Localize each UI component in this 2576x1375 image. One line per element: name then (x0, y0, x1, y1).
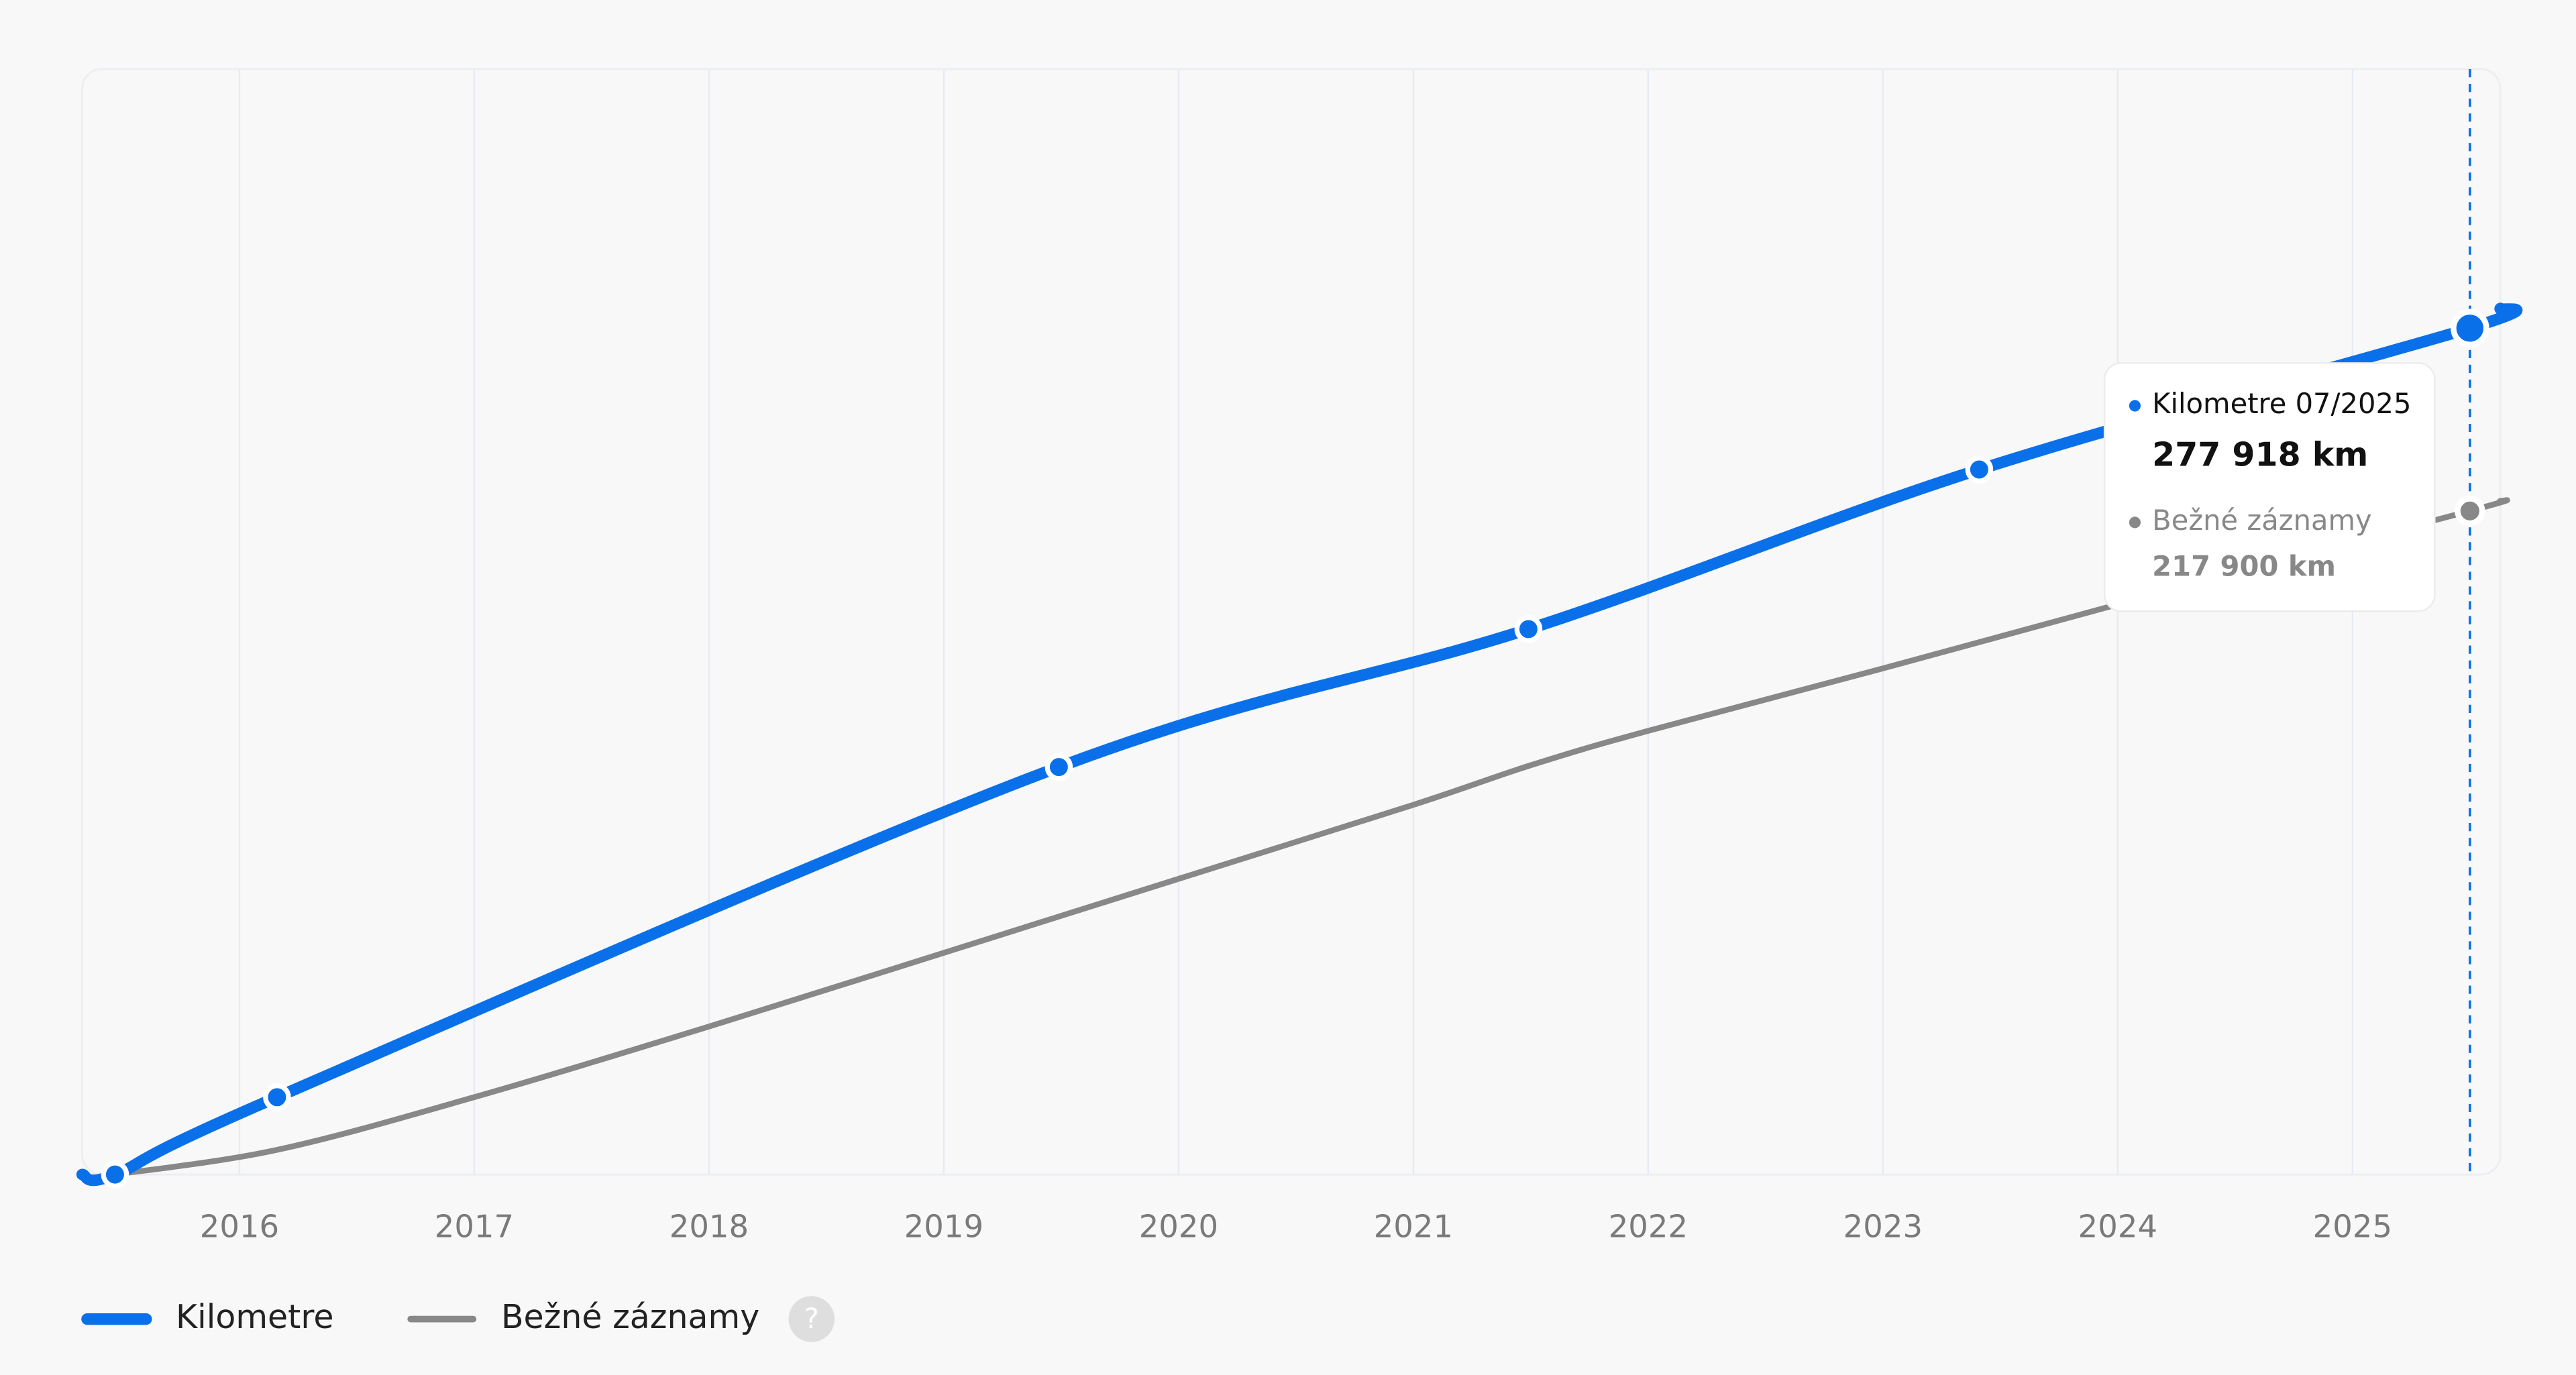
data-point (1044, 753, 1073, 781)
data-point (101, 1160, 129, 1189)
tooltip-value: 277 918 km (2152, 435, 2368, 474)
plot-area (80, 68, 2502, 1176)
x-tick-label: 2024 (2078, 1208, 2157, 1244)
x-tick-label: 2018 (669, 1208, 749, 1244)
highlight-point (2455, 496, 2485, 527)
tooltip-dot (2129, 516, 2141, 529)
legend-label[interactable]: Bežné záznamy (501, 1298, 759, 1336)
data-point (1514, 615, 1543, 643)
tooltip-value: 217 900 km (2152, 549, 2336, 582)
legend: Kilometre Bežné záznamy ? (81, 1296, 835, 1342)
tooltip: Kilometre 07/2025 277 918 km Bežné zázna… (2103, 362, 2436, 612)
help-icon[interactable] (788, 1296, 835, 1342)
help-icon-label[interactable]: ? (804, 1302, 819, 1335)
data-point (263, 1083, 291, 1111)
x-tick-label: 2023 (1843, 1208, 1923, 1244)
x-tick-label: 2025 (2313, 1208, 2392, 1244)
tooltip-title: Kilometre 07/2025 (2152, 387, 2411, 420)
x-tick-label: 2017 (435, 1208, 514, 1244)
x-tick-label: 2022 (1609, 1208, 1688, 1244)
x-tick-label: 2019 (904, 1208, 983, 1244)
x-tick-label: 2016 (200, 1208, 279, 1244)
tooltip-dot (2129, 400, 2141, 412)
highlight-point (2451, 309, 2489, 348)
tooltip-box (2103, 362, 2436, 612)
x-tick-label: 2021 (1374, 1208, 1453, 1244)
legend-label[interactable]: Kilometre (176, 1298, 334, 1336)
tooltip-title: Bežné záznamy (2152, 504, 2372, 537)
data-point (1965, 455, 1994, 484)
x-tick-label: 2020 (1139, 1208, 1218, 1244)
